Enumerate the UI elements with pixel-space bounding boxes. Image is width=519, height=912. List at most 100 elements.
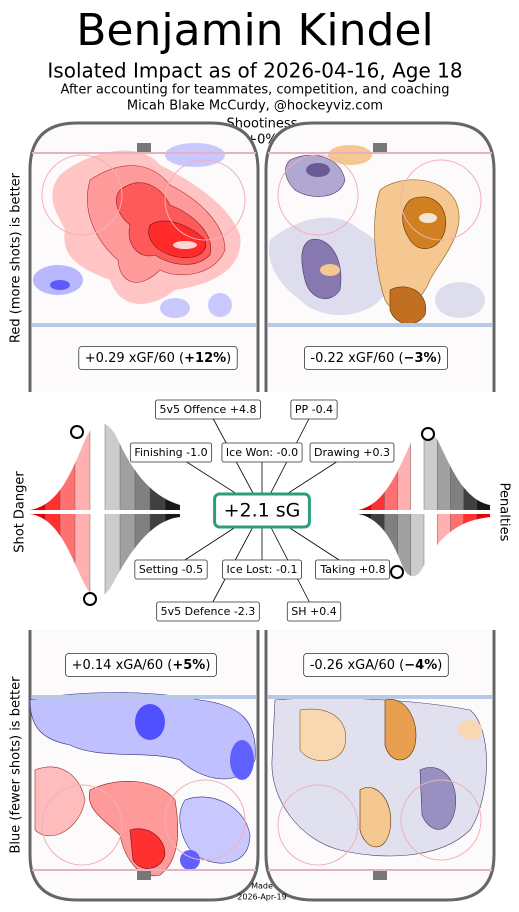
rate-text: -0.22 xGF/60 (−3%) xyxy=(310,351,441,366)
distribution-band xyxy=(149,423,166,510)
rate-close: ) xyxy=(437,351,442,366)
label-frame xyxy=(134,559,208,580)
title: Benjamin Kindel xyxy=(76,5,433,56)
rate-text: -0.26 xGA/60 (−4%) xyxy=(310,658,443,673)
components: 5v5 Offence +4.8 PP -0.4 Finishing -1.0 Ice… xyxy=(129,399,395,622)
rate-close: ) xyxy=(205,658,210,673)
label-box: Taking +0.8 xyxy=(314,559,391,580)
label-box: Ice Lost: -0.1 xyxy=(222,559,302,580)
rate-boxes: +0.29 xGF/60 (+12%) -0.22 xGF/60 (−3%)+0.… xyxy=(65,346,449,677)
footer: Made xyxy=(251,882,273,891)
center-score: +2.1 sG xyxy=(224,500,301,522)
distribution-band xyxy=(410,430,425,510)
component-label: Finishing -1.0 xyxy=(134,446,207,459)
distribution-band xyxy=(119,423,136,510)
distribution-band xyxy=(358,430,372,510)
subtitle: Isolated Impact as of 2026-04-16, Age 18 xyxy=(47,59,462,83)
distribution-band xyxy=(463,430,478,510)
label-frame xyxy=(314,559,391,580)
rate-value: -0.26 xGA/60 ( xyxy=(310,658,405,673)
distribution-band xyxy=(397,514,412,577)
distribution-band xyxy=(30,423,46,510)
label-frame xyxy=(129,442,213,463)
component-label: Setting -0.5 xyxy=(139,563,203,576)
label-box: Drawing +0.3 xyxy=(309,442,395,463)
distribution-band xyxy=(410,514,425,577)
distribution-band xyxy=(89,423,106,510)
component-label: Taking +0.8 xyxy=(319,563,385,576)
label-box: Setting -0.5 xyxy=(134,559,208,580)
side-label: Blue (fewer shots) is better xyxy=(9,676,24,854)
label-frame xyxy=(222,559,302,580)
distribution-band xyxy=(437,430,452,510)
rate-box: +0.29 xGF/60 (+12%) xyxy=(78,346,238,370)
label-box: 5v5 Offence +4.8 xyxy=(155,399,261,420)
label-frame xyxy=(286,601,342,622)
rate-percent: +5% xyxy=(172,658,205,673)
marker xyxy=(83,592,97,606)
label-frame xyxy=(221,442,303,463)
rate-text: +0.29 xGF/60 (+12%) xyxy=(85,351,231,366)
component-label: PP -0.4 xyxy=(295,403,333,416)
note: Micah Blake McCurdy, @hockeyviz.com xyxy=(127,99,383,114)
distribution-band xyxy=(397,430,412,510)
label-frame xyxy=(309,442,395,463)
rink-defence-special xyxy=(264,630,496,902)
label-frame xyxy=(156,601,260,622)
distribution-band xyxy=(371,430,386,510)
distribution-band xyxy=(104,514,121,597)
label-box: PP -0.4 xyxy=(290,399,338,420)
rate-frame xyxy=(78,346,238,370)
shootiness-label: Shootiness xyxy=(227,117,298,132)
component-label: Ice Lost: -0.1 xyxy=(227,563,298,576)
distribution-band xyxy=(476,430,490,510)
rate-box: -0.26 xGA/60 (−4%) xyxy=(303,653,449,677)
rate-value: -0.22 xGF/60 ( xyxy=(310,351,403,366)
footer: 2026-Apr-19 xyxy=(237,893,286,902)
rate-box: +0.14 xGA/60 (+5%) xyxy=(65,653,217,677)
rate-value: +0.14 xGA/60 ( xyxy=(72,658,173,673)
distribution-band xyxy=(44,423,61,510)
component-label: Ice Won: -0.0 xyxy=(226,446,298,459)
label-frame xyxy=(213,492,311,529)
label-box: SH +0.4 xyxy=(286,601,342,622)
rink-offence-special xyxy=(264,121,496,392)
component-label: SH +0.4 xyxy=(291,605,336,618)
distribution-band xyxy=(423,430,438,510)
marker xyxy=(70,425,84,439)
rate-text: +0.14 xGA/60 (+5%) xyxy=(72,658,211,673)
distribution-band xyxy=(134,423,151,510)
label-box: Ice Won: -0.0 xyxy=(221,442,303,463)
label-box: Finishing -1.0 xyxy=(129,442,213,463)
rink-defence-even xyxy=(28,630,260,902)
rink-offence-even xyxy=(28,121,260,392)
side-label: Red (more shots) is better xyxy=(9,172,24,343)
rate-frame xyxy=(65,653,217,677)
side-label: Shot Danger xyxy=(13,471,28,553)
distribution-band xyxy=(104,423,121,510)
rate-frame xyxy=(304,346,448,370)
rate-box: -0.22 xGF/60 (−3%) xyxy=(304,346,448,370)
distribution-band xyxy=(450,430,465,510)
rate-close: ) xyxy=(226,351,231,366)
rate-value: +0.29 xGF/60 ( xyxy=(85,351,184,366)
label-frame xyxy=(155,399,261,420)
component-label: 5v5 Offence +4.8 xyxy=(159,403,256,416)
distribution-band xyxy=(384,430,399,510)
component-label: Drawing +0.3 xyxy=(314,446,390,459)
distribution-band xyxy=(89,514,106,597)
rate-frame xyxy=(303,653,449,677)
marker xyxy=(421,427,435,441)
rate-close: ) xyxy=(437,658,442,673)
note: After accounting for teammates, competit… xyxy=(61,83,450,98)
rate-percent: +12% xyxy=(184,351,226,366)
marker xyxy=(390,565,404,579)
label-box: +2.1 sG xyxy=(213,492,311,529)
rate-percent: −3% xyxy=(404,351,437,366)
distribution-band xyxy=(164,423,180,510)
label-frame xyxy=(290,399,338,420)
label-box: 5v5 Defence -2.3 xyxy=(156,601,260,622)
component-label: 5v5 Defence -2.3 xyxy=(161,605,256,618)
side-label: Penalties xyxy=(497,483,512,542)
